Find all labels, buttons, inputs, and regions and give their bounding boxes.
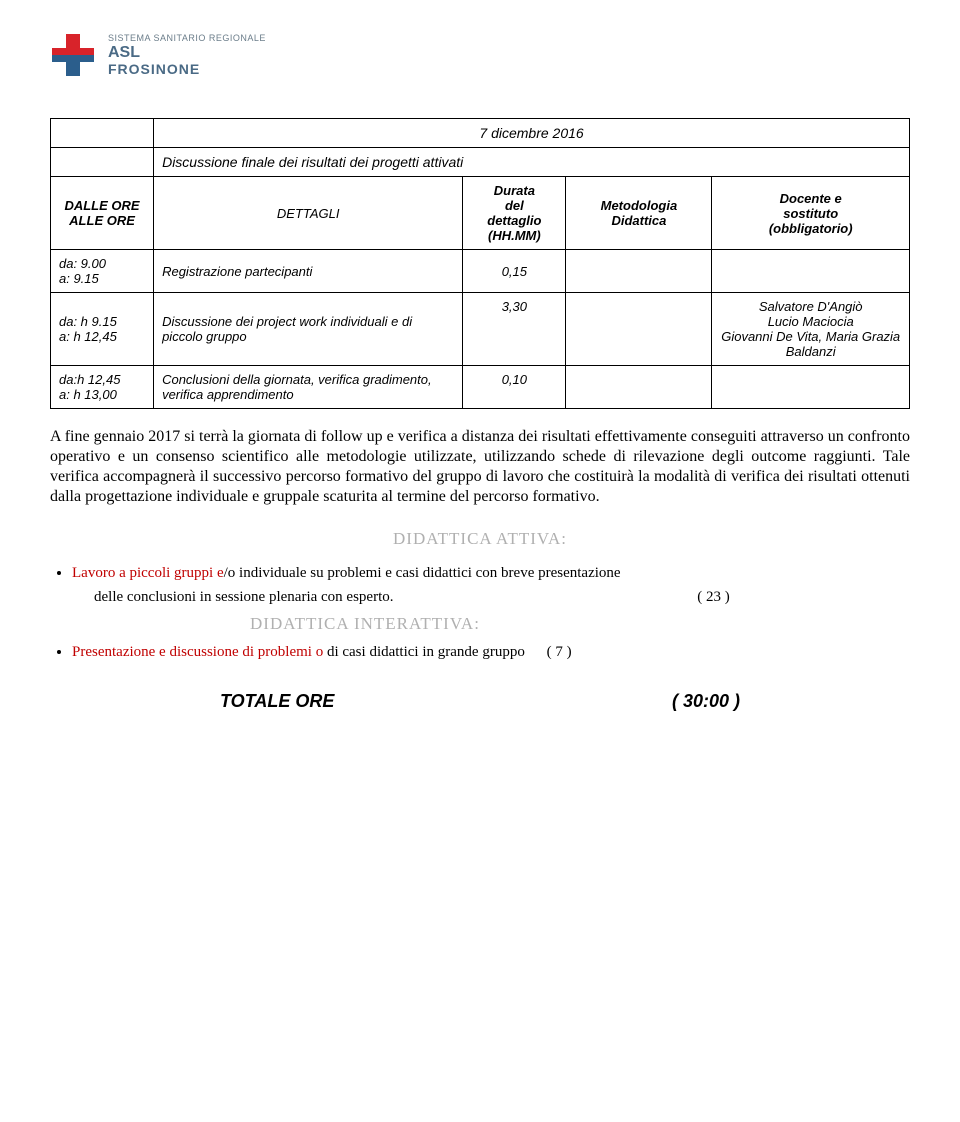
total-hours-row: TOTALE ORE ( 30:00 ) <box>220 691 740 712</box>
attiva-bullet-list: Lavoro a piccoli gruppi e/o individuale … <box>72 563 910 583</box>
col-header-duration: Durata del dettaglio (HH.MM) <box>463 177 566 250</box>
cell-duration-1: 3,30 <box>463 293 566 366</box>
logo-text-block: SISTEMA SANITARIO REGIONALE ASL FROSINON… <box>108 33 266 77</box>
table-column-headers: DALLE ORE ALLE ORE DETTAGLI Durata del d… <box>51 177 910 250</box>
interattiva-bullet-list: Presentazione e discussione di problemi … <box>72 642 910 662</box>
header-logo: SISTEMA SANITARIO REGIONALE ASL FROSINON… <box>50 32 910 78</box>
table-row: da:h 12,45 a: h 13,00 Conclusioni della … <box>51 366 910 409</box>
attiva-bullet-red-part: Lavoro a piccoli gruppi e <box>72 565 224 581</box>
cell-time-1: da: h 9.15 a: h 12,45 <box>51 293 154 366</box>
cell-detail-0: Registrazione partecipanti <box>154 250 463 293</box>
table-row: da: h 9.15 a: h 12,45 Discussione dei pr… <box>51 293 910 366</box>
cell-method-2 <box>566 366 712 409</box>
attiva-continuation-line: delle conclusioni in sessione plenaria c… <box>94 589 910 606</box>
cell-detail-1: Discussione dei project work individuali… <box>154 293 463 366</box>
cell-time-2: da:h 12,45 a: h 13,00 <box>51 366 154 409</box>
attiva-bullet-black-part: /o individuale su problemi e casi didatt… <box>224 565 621 581</box>
interattiva-hours-number: ( 7 ) <box>547 644 572 660</box>
cell-docente-1: Salvatore D'Angiò Lucio Maciocia Giovann… <box>712 293 910 366</box>
col-header-detail: DETTAGLI <box>154 177 463 250</box>
attiva-hours-number: ( 23 ) <box>697 589 730 605</box>
interattiva-bullet-black-part: di casi didattici in grande gruppo <box>323 644 525 660</box>
col-header-time: DALLE ORE ALLE ORE <box>51 177 154 250</box>
didattica-attiva-title: DIDATTICA ATTIVA: <box>50 529 910 549</box>
attiva-cont-text: delle conclusioni in sessione plenaria c… <box>94 589 394 605</box>
logo-system-label: SISTEMA SANITARIO REGIONALE <box>108 33 266 43</box>
cell-docente-2 <box>712 366 910 409</box>
cell-time-0: da: 9.00 a: 9.15 <box>51 250 154 293</box>
interattiva-bullet: Presentazione e discussione di problemi … <box>72 642 910 662</box>
table-row: da: 9.00 a: 9.15 Registrazione partecipa… <box>51 250 910 293</box>
cell-docente-0 <box>712 250 910 293</box>
logo-city-label: FROSINONE <box>108 61 266 77</box>
didattica-interattiva-title: DIDATTICA INTERATTIVA: <box>250 614 910 634</box>
interattiva-bullet-red-part: Presentazione e discussione di problemi … <box>72 644 323 660</box>
attiva-bullet: Lavoro a piccoli gruppi e/o individuale … <box>72 563 910 583</box>
table-sub-header: Discussione finale dei risultati dei pro… <box>154 148 910 177</box>
cell-detail-2: Conclusioni della giornata, verifica gra… <box>154 366 463 409</box>
cell-duration-2: 0,10 <box>463 366 566 409</box>
schedule-table: 7 dicembre 2016 Discussione finale dei r… <box>50 118 910 409</box>
table-date-row: 7 dicembre 2016 <box>51 119 910 148</box>
col-header-method: Metodologia Didattica <box>566 177 712 250</box>
asl-cross-icon <box>50 32 96 78</box>
col-header-docente: Docente e sostituto (obbligatorio) <box>712 177 910 250</box>
cell-duration-0: 0,15 <box>463 250 566 293</box>
followup-paragraph: A fine gennaio 2017 si terrà la giornata… <box>50 427 910 507</box>
cell-method-0 <box>566 250 712 293</box>
table-subheader-row: Discussione finale dei risultati dei pro… <box>51 148 910 177</box>
table-date-header: 7 dicembre 2016 <box>154 119 910 148</box>
total-label: TOTALE ORE <box>220 691 334 712</box>
cell-method-1 <box>566 293 712 366</box>
total-value: ( 30:00 ) <box>672 691 740 712</box>
logo-asl-label: ASL <box>108 45 266 61</box>
